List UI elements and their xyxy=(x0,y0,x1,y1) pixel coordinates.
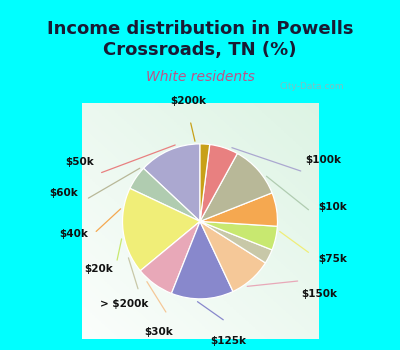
Text: $30k: $30k xyxy=(144,327,173,337)
Text: $20k: $20k xyxy=(84,264,113,274)
Wedge shape xyxy=(172,221,233,299)
Text: City-Data.com: City-Data.com xyxy=(280,83,344,91)
Wedge shape xyxy=(200,221,272,263)
Text: $150k: $150k xyxy=(301,289,337,299)
Text: $125k: $125k xyxy=(210,336,246,346)
Text: $200k: $200k xyxy=(171,96,207,106)
Text: $50k: $50k xyxy=(66,157,94,167)
Text: $40k: $40k xyxy=(59,229,88,239)
Text: $75k: $75k xyxy=(318,254,347,264)
Wedge shape xyxy=(144,144,200,221)
Wedge shape xyxy=(140,221,200,293)
Wedge shape xyxy=(200,221,277,250)
Text: $10k: $10k xyxy=(318,202,347,212)
Wedge shape xyxy=(200,193,278,226)
Text: > $200k: > $200k xyxy=(100,299,148,309)
Text: Income distribution in Powells
Crossroads, TN (%): Income distribution in Powells Crossroad… xyxy=(47,20,353,59)
Wedge shape xyxy=(200,153,272,221)
Text: White residents: White residents xyxy=(146,70,254,84)
Wedge shape xyxy=(122,188,200,271)
Wedge shape xyxy=(200,221,266,292)
Text: $60k: $60k xyxy=(50,188,78,198)
Wedge shape xyxy=(130,168,200,221)
Wedge shape xyxy=(200,145,237,221)
Wedge shape xyxy=(200,144,210,221)
Text: $100k: $100k xyxy=(305,155,341,165)
